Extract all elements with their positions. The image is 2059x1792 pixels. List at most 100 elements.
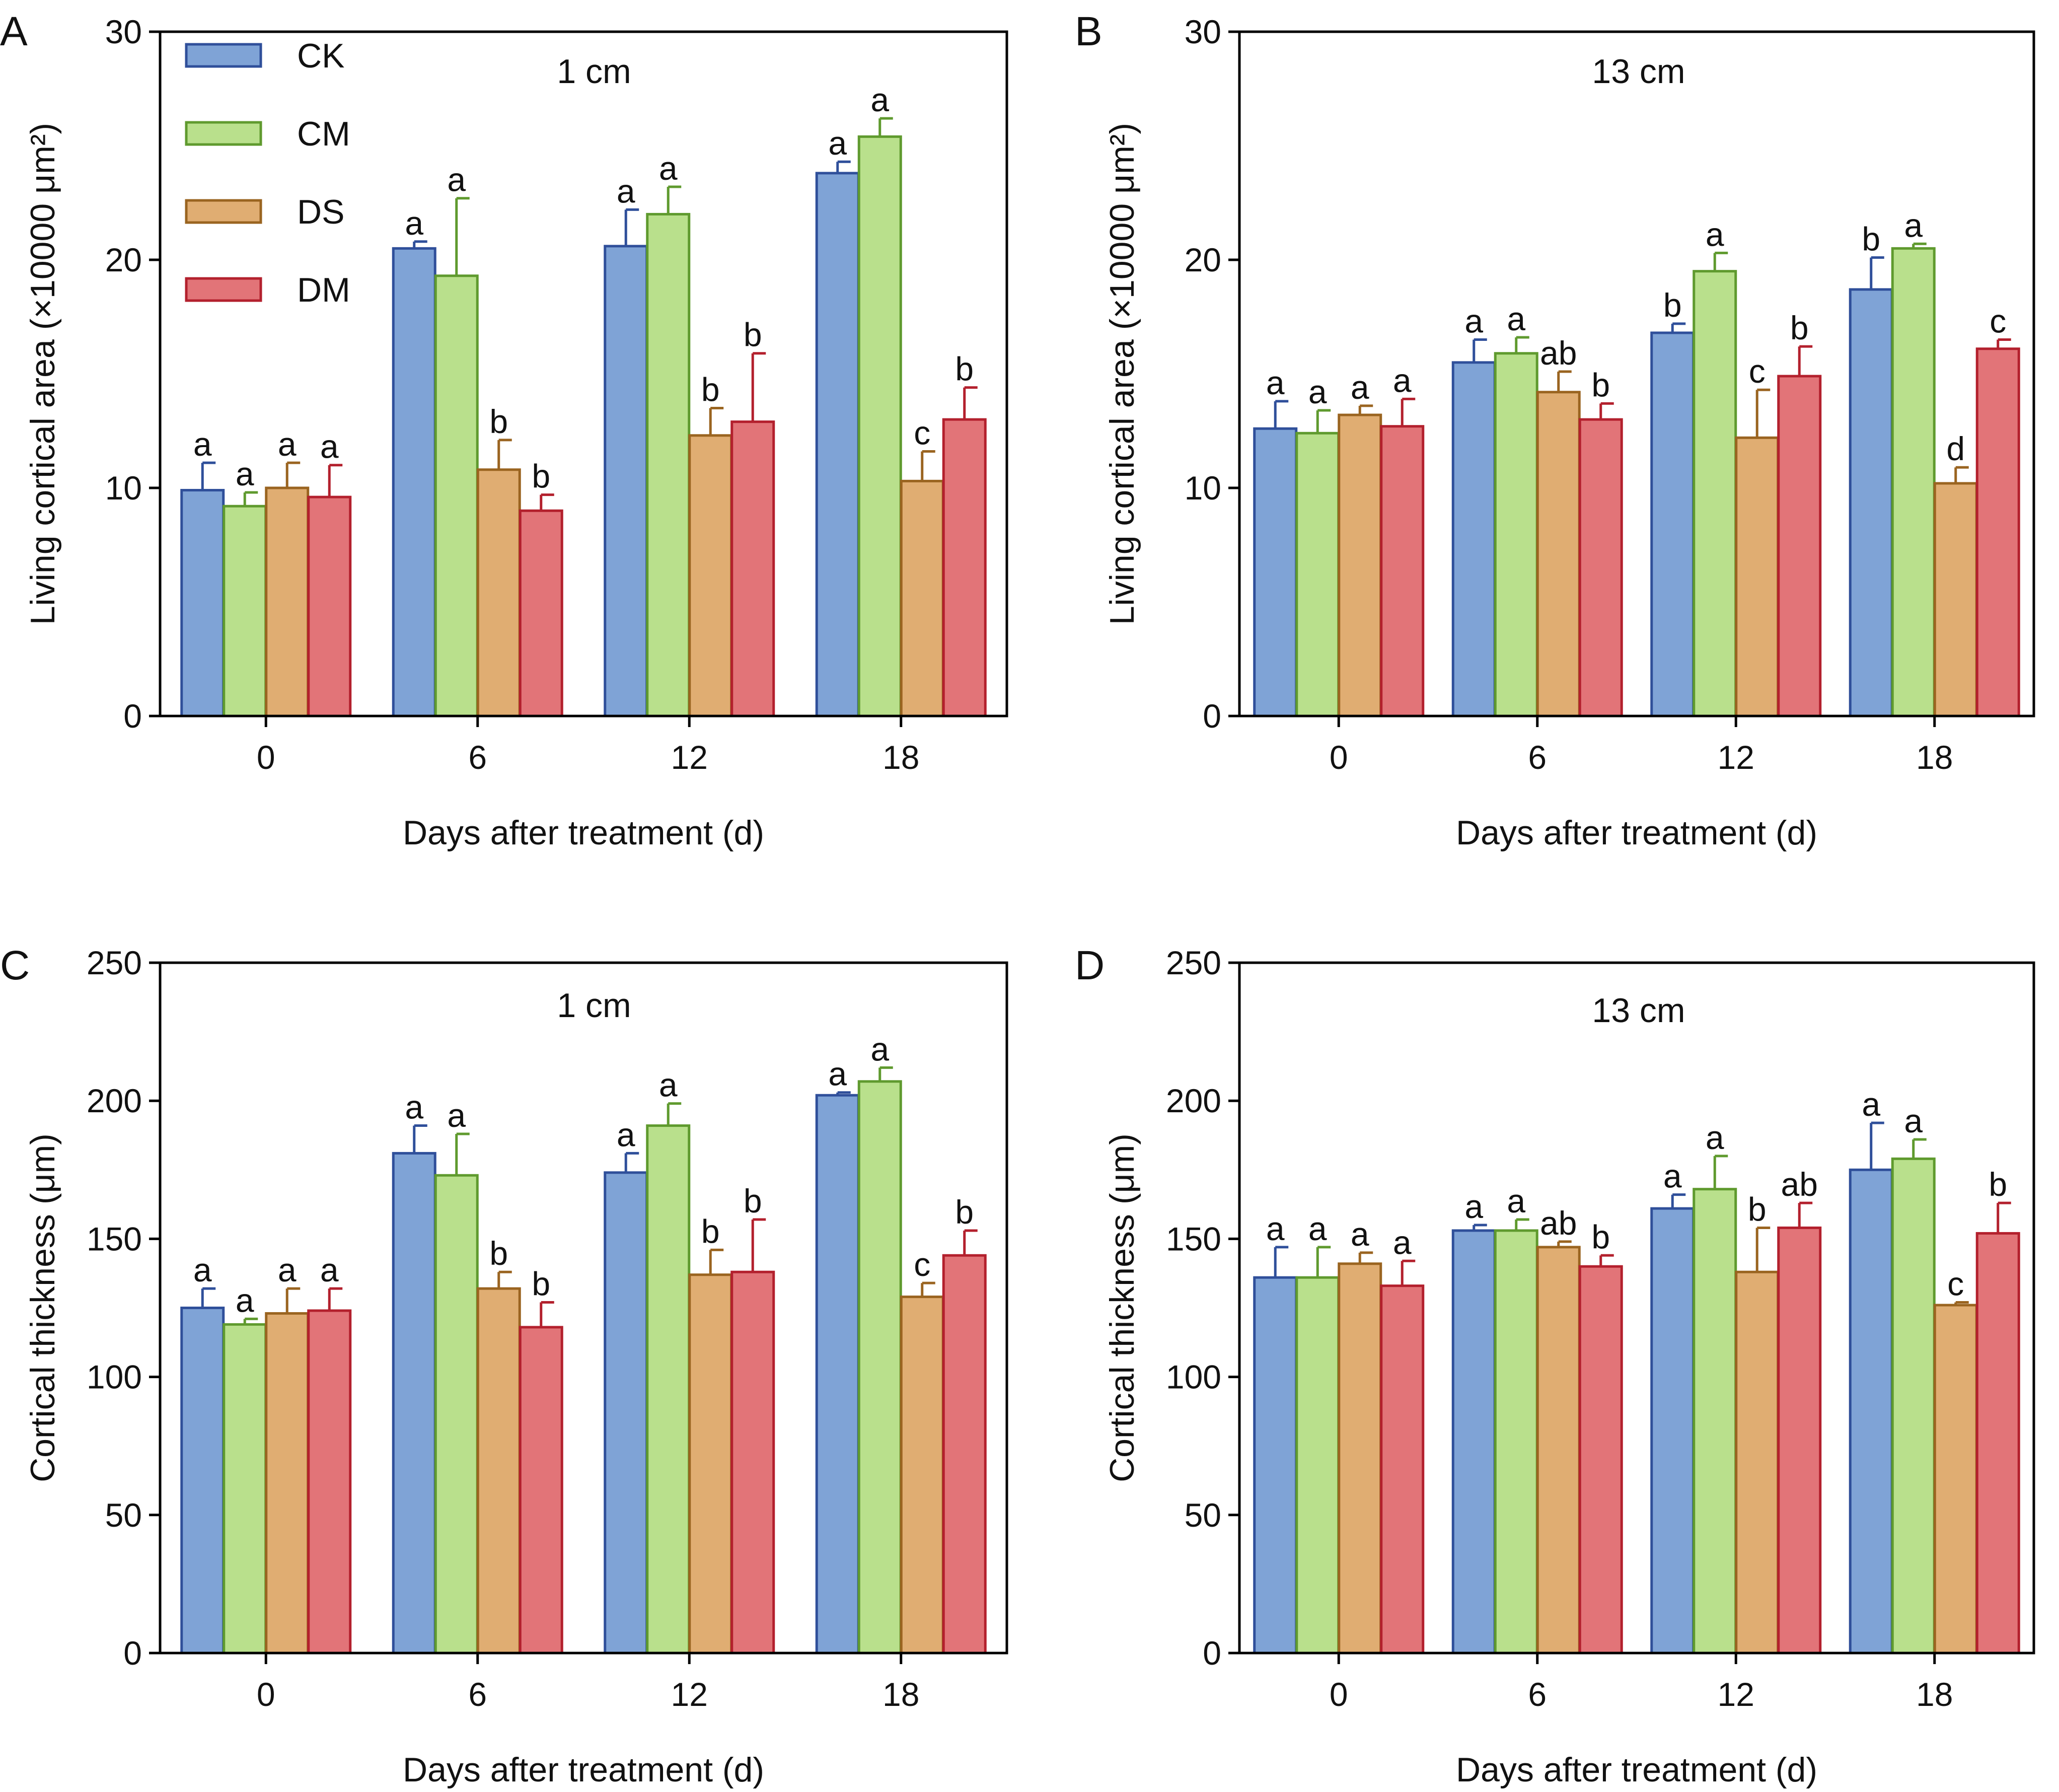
significance-label: a <box>1706 216 1724 253</box>
plot-frame <box>1238 30 2035 718</box>
x-axis-title: Days after treatment (d) <box>403 814 764 852</box>
bar-ds <box>900 479 944 718</box>
significance-label: ab <box>1781 1166 1818 1203</box>
legend-label: DM <box>297 271 350 309</box>
significance-label: c <box>1990 303 2006 340</box>
y-tick-label: 0 <box>1203 697 1221 735</box>
significance-label: b <box>1862 220 1880 257</box>
y-axis-title: Cortical thickness (μm) <box>1103 1133 1141 1482</box>
plot-frame <box>159 30 1008 718</box>
y-tick-label: 30 <box>1185 13 1221 50</box>
significance-label: a <box>278 1251 297 1288</box>
x-tick-label: 12 <box>671 739 708 776</box>
y-tick-label: 50 <box>105 1496 142 1534</box>
significance-label: a <box>1464 303 1483 340</box>
x-axis-title: Days after treatment (d) <box>1456 1751 1817 1789</box>
x-axis-title: Days after treatment (d) <box>403 1751 764 1789</box>
y-tick-label: 0 <box>123 1634 142 1672</box>
bar-cm <box>1891 247 1936 718</box>
significance-label: a <box>447 161 466 198</box>
plot-frame <box>1238 961 2035 1655</box>
bar-cm <box>1295 1276 1340 1655</box>
bar-ck <box>180 1307 225 1655</box>
bar-ds <box>476 1287 521 1655</box>
bar-ck <box>1849 288 1893 718</box>
bar-dm <box>519 1326 563 1655</box>
bar-dm <box>1777 1226 1822 1655</box>
significance-label: b <box>489 403 508 440</box>
bar-cm <box>434 274 479 718</box>
x-axis-title: Days after treatment (d) <box>1456 814 1817 852</box>
significance-label: b <box>489 1235 508 1272</box>
significance-label: b <box>744 316 762 353</box>
bar-ds <box>1933 1304 1978 1655</box>
significance-label: a <box>1266 364 1285 401</box>
bar-cm <box>646 1124 691 1655</box>
bar-ck <box>1650 331 1695 718</box>
bar-ds <box>688 434 733 718</box>
bar-ds <box>1536 1246 1581 1655</box>
significance-label: a <box>1862 1086 1880 1123</box>
bar-dm <box>1975 1232 2020 1655</box>
significance-label: a <box>193 425 212 463</box>
bar-ds <box>1735 1270 1780 1655</box>
bar-dm <box>1380 1284 1425 1655</box>
significance-label: a <box>1904 206 1923 244</box>
bar-ds <box>476 468 521 718</box>
significance-label: b <box>532 458 550 495</box>
significance-label: b <box>955 1193 974 1231</box>
x-tick-label: 6 <box>1528 1676 1547 1713</box>
panel-title: 1 cm <box>557 986 631 1025</box>
bar-ds <box>265 1312 310 1655</box>
bar-ck <box>815 172 860 718</box>
significance-label: b <box>744 1182 762 1220</box>
bar-dm <box>942 1254 987 1655</box>
bar-dm <box>942 418 987 718</box>
legend-label: CK <box>297 37 344 75</box>
significance-label: b <box>1663 286 1682 324</box>
y-tick-label: 200 <box>1166 1082 1221 1119</box>
panel-letter: B <box>1075 9 1102 54</box>
panel-D: D 13 cm 0 50 100 150 200 250 Cortical thickness … <box>1075 943 2035 1789</box>
significance-label: a <box>1706 1119 1724 1156</box>
panel-B: B 13 cm 0 10 20 30 Living cortical area (×1000… <box>1075 9 2035 852</box>
y-tick-label: 0 <box>1203 1634 1221 1672</box>
bar-ck <box>392 247 436 718</box>
significance-label: c <box>1749 352 1766 390</box>
panel-title: 13 cm <box>1592 991 1685 1030</box>
bar-dm <box>519 509 563 718</box>
significance-label: a <box>617 1116 635 1153</box>
bar-ck <box>1253 1276 1298 1655</box>
significance-label: a <box>1464 1188 1483 1225</box>
significance-label: a <box>1266 1210 1285 1247</box>
bar-ck <box>392 1152 436 1655</box>
significance-label: c <box>914 1246 930 1283</box>
bar-dm <box>1578 1265 1623 1655</box>
x-tick-label: 18 <box>1916 739 1953 776</box>
bar-dm <box>1578 418 1623 718</box>
y-tick-label: 150 <box>87 1220 142 1257</box>
bar-ds <box>1735 436 1780 718</box>
y-tick-label: 250 <box>1166 944 1221 981</box>
significance-label: b <box>701 371 720 408</box>
y-tick-label: 10 <box>1185 469 1221 507</box>
significance-label: a <box>659 150 678 187</box>
significance-label: a <box>405 1089 423 1126</box>
significance-label: a <box>1393 362 1412 399</box>
legend-label: DS <box>297 193 344 231</box>
x-tick-label: 0 <box>257 1676 275 1713</box>
bar-cm <box>1693 1188 1737 1655</box>
bar-ck <box>604 245 648 718</box>
panel-title: 13 cm <box>1592 52 1685 91</box>
significance-label: b <box>701 1212 720 1250</box>
bar-dm <box>307 1309 352 1655</box>
significance-label: a <box>1308 1210 1327 1247</box>
significance-label: c <box>1947 1265 1964 1303</box>
significance-label: a <box>447 1097 466 1134</box>
bar-cm <box>857 135 902 718</box>
y-tick-label: 150 <box>1166 1220 1221 1257</box>
significance-label: a <box>278 425 297 463</box>
significance-label: b <box>1989 1166 2007 1203</box>
x-tick-label: 6 <box>468 739 487 776</box>
significance-label: a <box>1904 1102 1923 1139</box>
